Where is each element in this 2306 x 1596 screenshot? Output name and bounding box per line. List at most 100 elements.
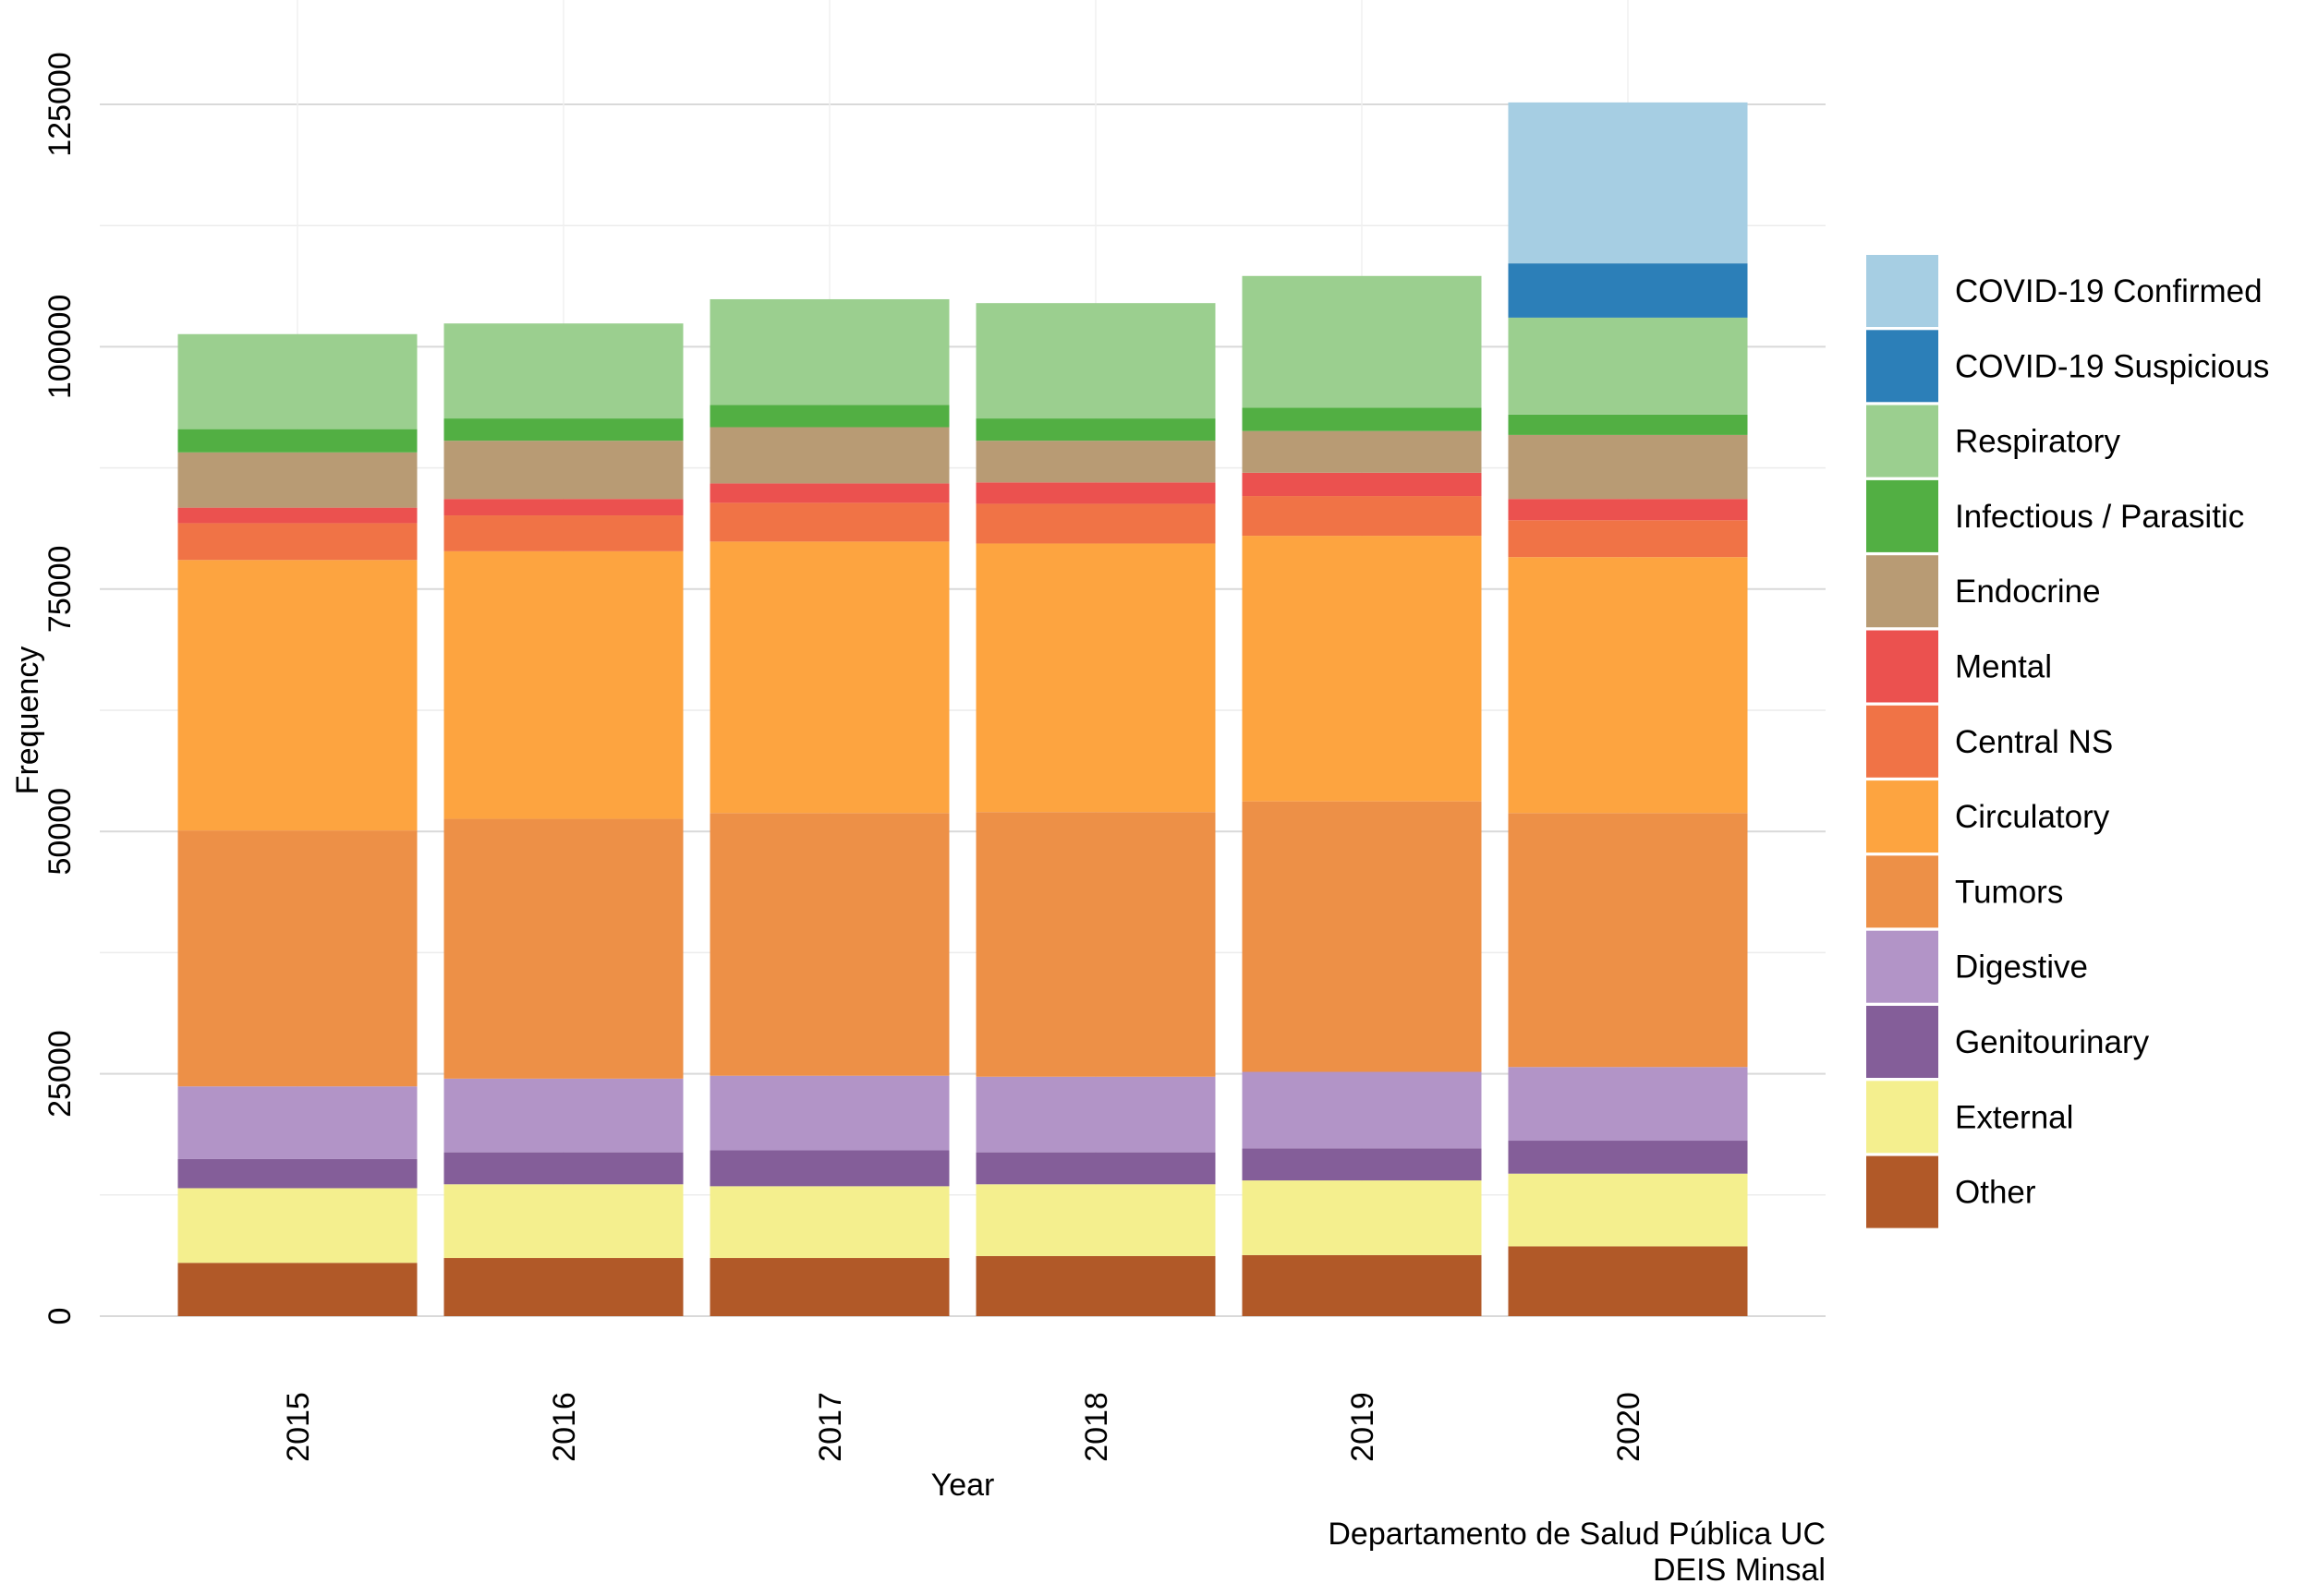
legend-key-external	[1866, 1081, 1938, 1154]
bar-segment-2015-mental	[177, 507, 418, 524]
bar-segment-2016-central-ns	[443, 515, 684, 551]
legend-label-central-ns: Central NS	[1955, 724, 2113, 760]
bar-segment-2019-other	[1242, 1254, 1482, 1316]
bar-segment-2020-external	[1508, 1173, 1748, 1247]
bar-segment-2018-respiratory	[976, 303, 1216, 419]
bar-segment-2017-digestive	[710, 1075, 950, 1151]
legend-key-circulatory	[1866, 780, 1938, 853]
bar-segment-2018-tumors	[976, 812, 1216, 1077]
bar-segment-2015-circulatory	[177, 560, 418, 831]
bar-segment-2020-tumors	[1508, 813, 1748, 1068]
bar-segment-2015-digestive	[177, 1086, 418, 1159]
y-axis-ticks: 0 25000 50000 75000 100000 125000	[42, 52, 78, 1324]
legend-label-endocrine: Endocrine	[1955, 574, 2101, 610]
bar-segment-2017-external	[710, 1186, 950, 1259]
bar-segment-2020-genitourinary	[1508, 1141, 1748, 1174]
bar-segment-2016-respiratory	[443, 323, 684, 419]
y-tick-label: 50000	[42, 788, 78, 876]
bar-segment-2018-external	[976, 1184, 1216, 1256]
legend-key-infectious-parasitic	[1866, 479, 1938, 552]
legend-key-mental	[1866, 630, 1938, 703]
bars	[177, 102, 1748, 1316]
bar-segment-2020-digestive	[1508, 1067, 1748, 1142]
bar-segment-2018-infectious-parasitic	[976, 418, 1216, 441]
bar-segment-2019-tumors	[1242, 801, 1482, 1072]
legend-label-circulatory: Circulatory	[1955, 799, 2110, 835]
x-tick-label-2015: 2015	[281, 1392, 316, 1462]
x-tick-label-2016: 2016	[547, 1392, 582, 1462]
x-tick-label-2017: 2017	[813, 1392, 848, 1462]
x-tick-label-2020: 2020	[1611, 1392, 1646, 1462]
bar-segment-2016-other	[443, 1258, 684, 1316]
bar-segment-2019-infectious-parasitic	[1242, 407, 1482, 431]
x-tick-label-2018: 2018	[1079, 1392, 1114, 1462]
legend-key-tumors	[1866, 855, 1938, 928]
y-axis-label: Frequency	[10, 647, 45, 795]
bar-segment-2016-infectious-parasitic	[443, 418, 684, 441]
bar-segment-2016-tumors	[443, 818, 684, 1079]
bar-segment-2019-genitourinary	[1242, 1148, 1482, 1181]
x-tick-label-2019: 2019	[1345, 1392, 1380, 1462]
bar-segment-2018-endocrine	[976, 441, 1216, 483]
bar-segment-2018-mental	[976, 482, 1216, 504]
bar-segment-2016-digestive	[443, 1078, 684, 1153]
bar-segment-2017-tumors	[710, 813, 950, 1076]
bar-segment-2015-infectious-parasitic	[177, 429, 418, 453]
bar-segment-2019-respiratory	[1242, 275, 1482, 408]
bar-segment-2018-other	[976, 1255, 1216, 1316]
bar-segment-2018-central-ns	[976, 503, 1216, 544]
y-tick-label: 100000	[42, 295, 78, 399]
bar-segment-2015-genitourinary	[177, 1158, 418, 1189]
bar-segment-2015-endocrine	[177, 452, 418, 508]
y-tick-label: 25000	[42, 1030, 78, 1118]
bar-segment-2017-other	[710, 1258, 950, 1316]
bar-segment-2015-external	[177, 1188, 418, 1264]
bar-segment-2017-genitourinary	[710, 1150, 950, 1187]
bar-segment-2020-infectious-parasitic	[1508, 414, 1748, 435]
x-axis-label: Year	[931, 1468, 995, 1503]
bar-segment-2015-central-ns	[177, 523, 418, 561]
bar-segment-2020-respiratory	[1508, 317, 1748, 415]
bar-segment-2015-other	[177, 1263, 418, 1316]
legend-key-genitourinary	[1866, 1006, 1938, 1078]
caption-line-2: DEIS Minsal	[1653, 1553, 1826, 1588]
legend-label-mental: Mental	[1955, 649, 2052, 685]
legend-key-other	[1866, 1155, 1938, 1228]
bar-segment-2018-digestive	[976, 1076, 1216, 1153]
bar-segment-2015-tumors	[177, 830, 418, 1087]
caption-line-1: Departamento de Salud Pública UC	[1328, 1517, 1826, 1552]
bar-segment-2019-endocrine	[1242, 430, 1482, 473]
bar-segment-2016-mental	[443, 499, 684, 516]
legend-label-other: Other	[1955, 1175, 2036, 1211]
bar-segment-2019-central-ns	[1242, 496, 1482, 537]
legend-label-covid-19-confirmed: COVID-19 Confirmed	[1955, 273, 2263, 309]
y-tick-label: 75000	[42, 546, 78, 634]
bar-segment-2018-genitourinary	[976, 1152, 1216, 1185]
legend-label-tumors: Tumors	[1955, 874, 2063, 910]
bar-segment-2020-other	[1508, 1246, 1748, 1316]
bar-segment-2019-circulatory	[1242, 536, 1482, 802]
bar-segment-2019-mental	[1242, 472, 1482, 497]
bar-segment-2018-circulatory	[976, 543, 1216, 813]
bar-segment-2020-central-ns	[1508, 520, 1748, 558]
legend-key-respiratory	[1866, 405, 1938, 478]
bar-segment-2020-covid-19-suspicious	[1508, 263, 1748, 318]
legend: COVID-19 Confirmed COVID-19 Suspicious Res…	[1866, 255, 2269, 1228]
legend-key-digestive	[1866, 930, 1938, 1003]
bar-segment-2017-endocrine	[710, 427, 950, 484]
legend-key-endocrine	[1866, 555, 1938, 628]
bar-segment-2017-central-ns	[710, 502, 950, 542]
legend-label-genitourinary: Genitourinary	[1955, 1024, 2150, 1060]
x-axis-ticks: 2015 2016 2017 2018 2019 2020	[281, 1392, 1646, 1462]
bar-segment-2020-circulatory	[1508, 557, 1748, 814]
legend-label-digestive: Digestive	[1955, 949, 2088, 985]
bar-segment-2020-endocrine	[1508, 434, 1748, 500]
bar-segment-2015-respiratory	[177, 333, 418, 429]
bar-segment-2017-respiratory	[710, 298, 950, 405]
legend-key-covid-19-suspicious	[1866, 330, 1938, 403]
bar-segment-2020-mental	[1508, 499, 1748, 521]
bar-segment-2019-digestive	[1242, 1071, 1482, 1149]
bar-segment-2017-infectious-parasitic	[710, 405, 950, 428]
bar-segment-2020-covid-19-confirmed	[1508, 102, 1748, 264]
